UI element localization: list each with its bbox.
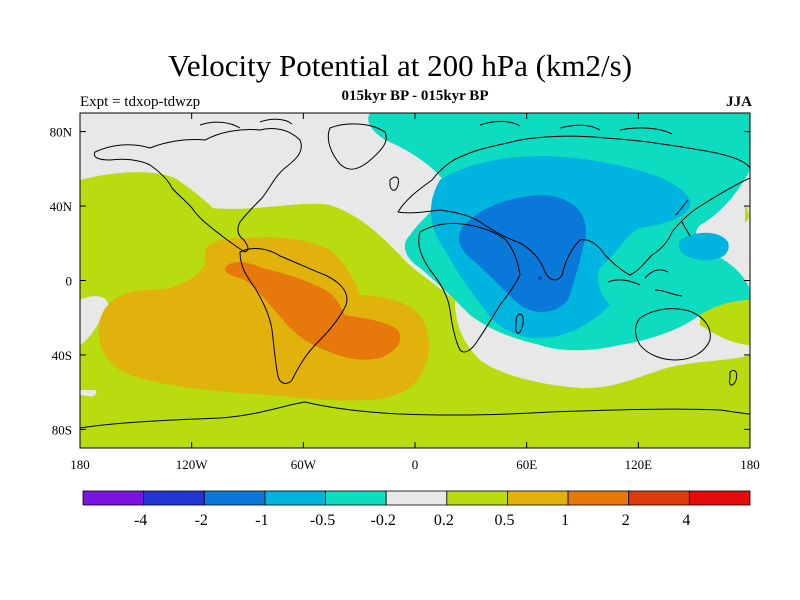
colorbar: -4 -2 -1 -0.5 -0.2 0.2 0.5 1 2 4 <box>82 490 751 529</box>
colorbar-label: 4 <box>682 512 690 529</box>
colorbar-label: -0.5 <box>310 512 335 529</box>
colorbar-swatch <box>143 490 205 506</box>
lon-tick-label: 120W <box>176 457 209 472</box>
colorbar-label: -0.2 <box>371 512 396 529</box>
colorbar-label: 0.2 <box>434 512 454 529</box>
contour-field <box>80 113 750 448</box>
colorbar-swatch <box>82 490 145 506</box>
colorbar-swatch <box>446 490 508 506</box>
lat-tick-label: 40N <box>50 199 73 214</box>
coastlines <box>80 118 750 429</box>
colorbar-swatch <box>507 490 569 506</box>
lon-tick-label: 0 <box>412 457 419 472</box>
contour-positive-strong <box>225 262 401 360</box>
figure-subtitle: 015kyr BP - 015kyr BP <box>341 88 489 104</box>
lon-tick-label: 60E <box>516 457 537 472</box>
colorbar-swatch <box>628 490 690 506</box>
colorbar-swatch <box>325 490 387 506</box>
figure-title: Velocity Potential at 200 hPa (km2/s) <box>167 48 633 83</box>
colorbar-label: -1 <box>255 512 268 529</box>
colorbar-swatch <box>567 490 630 506</box>
contour-positive-moderate <box>98 237 430 401</box>
season-label: JJA <box>726 94 752 110</box>
local-minimum-marker <box>538 276 542 280</box>
colorbar-swatch <box>688 490 751 506</box>
experiment-label: Expt = tdxop-tdwzp <box>80 94 201 110</box>
contour-negative-strong <box>458 195 586 312</box>
colorbar-label: -2 <box>195 512 208 529</box>
colorbar-label: 2 <box>622 512 630 529</box>
lon-tick-label: 180 <box>740 457 760 472</box>
lat-tick-label: 40S <box>52 348 72 363</box>
lon-tick-label: 60W <box>291 457 317 472</box>
colorbar-label: 1 <box>561 512 569 529</box>
lat-tick-label: 0 <box>66 274 73 289</box>
axis-ticks <box>79 113 751 448</box>
lon-tick-label: 120E <box>625 457 653 472</box>
colorbar-swatch <box>264 490 326 506</box>
colorbar-swatch <box>385 490 448 506</box>
lat-tick-label: 80S <box>52 422 72 437</box>
lon-tick-label: 180 <box>70 457 90 472</box>
longitude-axis: 180 120W 60W 0 60E 120E 180 <box>70 457 760 472</box>
colorbar-label: 0.5 <box>494 512 514 529</box>
latitude-axis: 80N 40N 0 40S 80S <box>50 125 73 438</box>
colorbar-swatch <box>203 490 266 506</box>
colorbar-label: -4 <box>134 512 147 529</box>
lat-tick-label: 80N <box>50 125 73 140</box>
